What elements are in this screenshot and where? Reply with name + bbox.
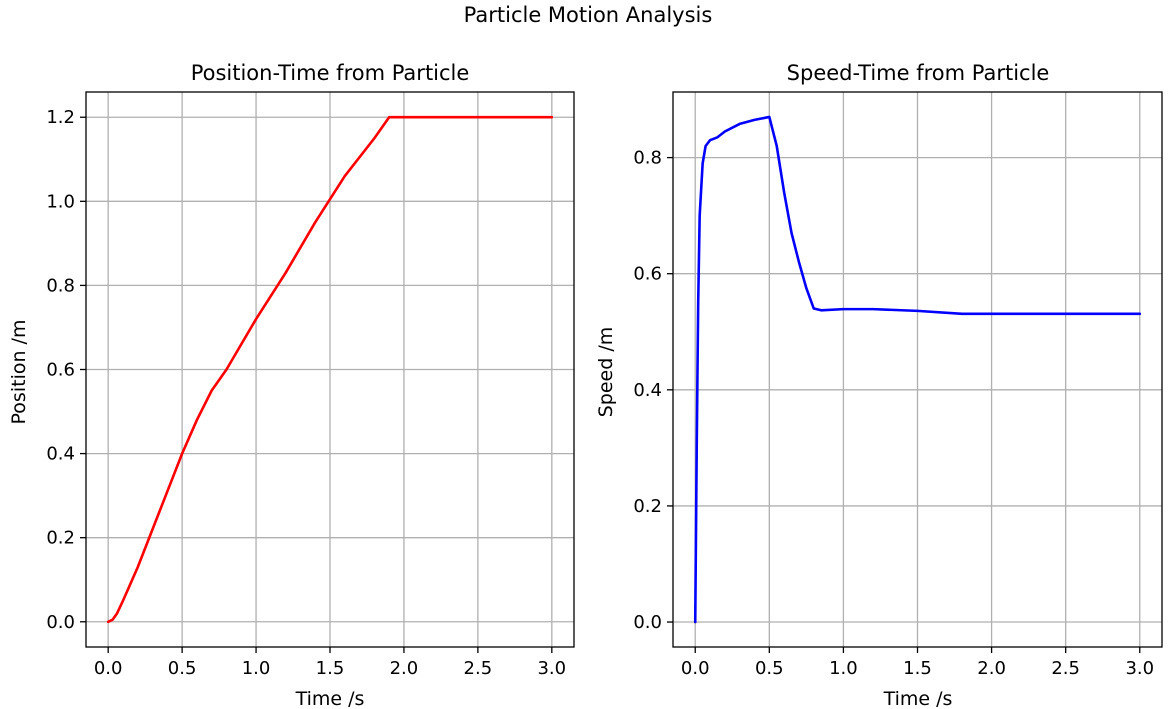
speed-x-tick-label: 2.0 [977, 658, 1006, 679]
speed-series-line-0 [693, 115, 1142, 624]
position-y-tick-label: 0.4 [46, 444, 75, 465]
speed-y-tick-label: 0.2 [633, 496, 662, 517]
position-series-line-0 [106, 115, 554, 624]
speed-y-tick-label: 0.4 [633, 380, 662, 401]
speed-x-tick-label: 2.5 [1051, 658, 1080, 679]
position-y-tick-label: 0.2 [46, 528, 75, 549]
speed-x-axis-label: Time /s [883, 688, 953, 709]
speed-x-tick-label: 3.0 [1125, 658, 1154, 679]
speed-chart-title: Speed-Time from Particle [787, 61, 1050, 85]
speed-y-tick-label: 0.0 [633, 612, 662, 633]
position-x-tick-label: 1.0 [242, 658, 271, 679]
position-x-tick-label: 0.5 [168, 658, 197, 679]
speed-y-tick-label: 0.8 [633, 148, 662, 169]
speed-x-tick-label: 0.0 [681, 658, 710, 679]
speed-grid [673, 92, 1162, 647]
position-x-tick-label: 0.0 [94, 658, 123, 679]
position-x-tick-label: 2.5 [464, 658, 493, 679]
position-grid [86, 92, 574, 647]
position-y-tick-label: 1.2 [46, 107, 75, 128]
figure-suptitle: Particle Motion Analysis [464, 3, 713, 27]
speed-x-tick-label: 1.5 [903, 658, 932, 679]
position-y-tick-label: 0.0 [46, 612, 75, 633]
position-chart-title: Position-Time from Particle [191, 61, 470, 85]
speed-y-axis-label: Speed /m [595, 327, 617, 418]
position-x-tick-label: 3.0 [537, 658, 566, 679]
speed-x-tick-label: 1.0 [829, 658, 858, 679]
position-x-tick-label: 1.5 [316, 658, 345, 679]
position-y-tick-label: 0.8 [46, 275, 75, 296]
position-time-panel: Position-Time from Particle Time /s Posi… [8, 61, 575, 709]
position-y-tick-label: 1.0 [46, 191, 75, 212]
position-x-tick-label: 2.0 [390, 658, 419, 679]
position-x-axis-label: Time /s [295, 688, 365, 709]
position-y-tick-label: 0.6 [46, 360, 75, 381]
speed-time-panel: Speed-Time from Particle Time /s Speed /… [595, 61, 1163, 709]
speed-y-tick-label: 0.6 [633, 264, 662, 285]
speed-x-tick-label: 0.5 [755, 658, 784, 679]
position-y-axis-label: Position /m [8, 320, 30, 425]
